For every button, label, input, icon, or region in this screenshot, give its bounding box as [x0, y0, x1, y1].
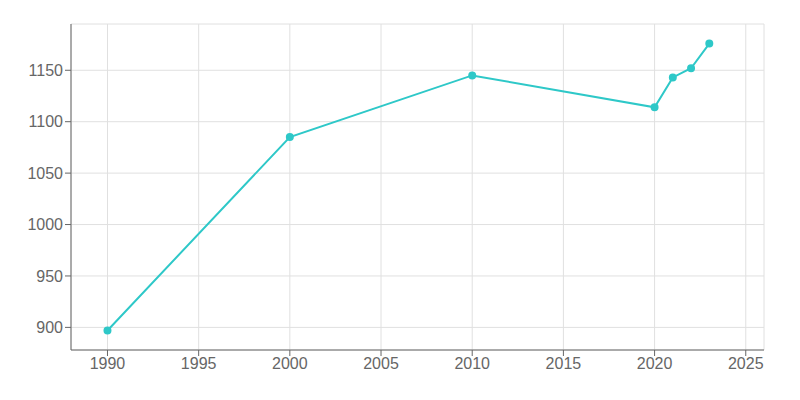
svg-text:2005: 2005	[363, 355, 399, 372]
svg-text:1050: 1050	[27, 165, 63, 182]
svg-text:2025: 2025	[728, 355, 764, 372]
svg-text:1000: 1000	[27, 216, 63, 233]
svg-text:950: 950	[36, 268, 63, 285]
svg-text:1995: 1995	[181, 355, 217, 372]
svg-text:2000: 2000	[272, 355, 308, 372]
svg-text:1100: 1100	[29, 113, 64, 130]
svg-text:900: 900	[36, 319, 63, 336]
svg-text:2015: 2015	[546, 355, 582, 372]
svg-text:1990: 1990	[90, 355, 126, 372]
svg-text:2010: 2010	[454, 355, 490, 372]
svg-text:2020: 2020	[637, 355, 673, 372]
svg-text:1150: 1150	[29, 62, 64, 79]
